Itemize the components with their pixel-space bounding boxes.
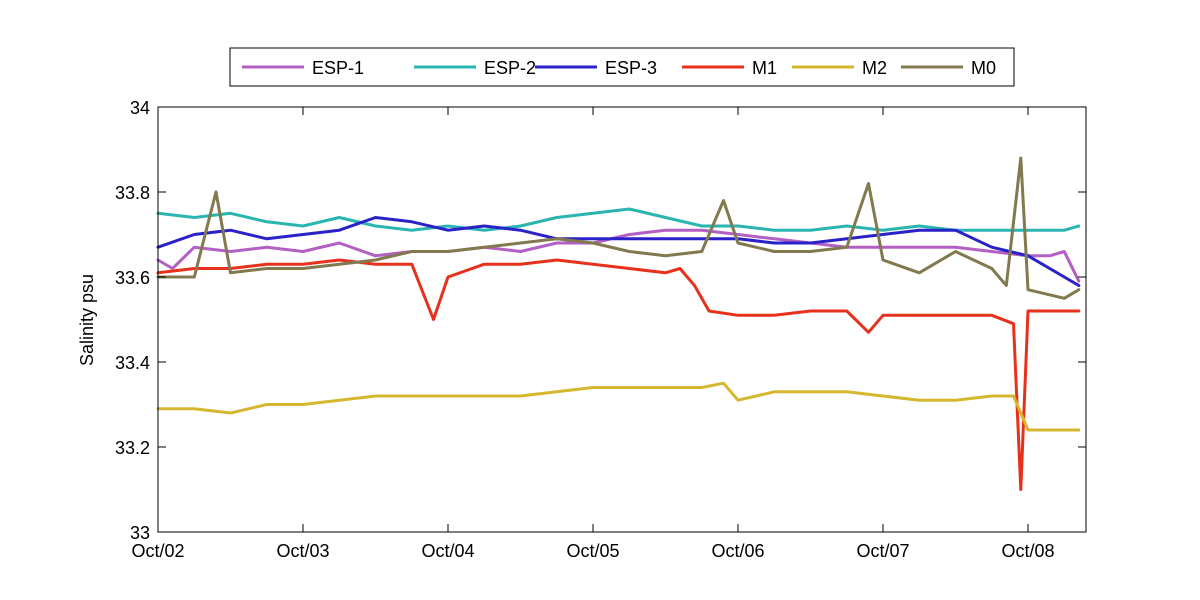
x-tick-label: Oct/07 — [856, 541, 909, 561]
legend-box — [229, 47, 1015, 87]
plot-frame — [157, 106, 1087, 533]
y-tick-label: 33 — [130, 523, 150, 543]
x-tick-label: Oct/05 — [566, 541, 619, 561]
legend-label-m1: M1 — [752, 58, 777, 78]
y-axis-label: Salinity psu — [77, 274, 97, 366]
legend-label-esp-2: ESP-2 — [484, 58, 536, 78]
y-tick-label: 33.2 — [115, 438, 150, 458]
legend-label-m0: M0 — [971, 58, 996, 78]
y-tick-label: 33.8 — [115, 183, 150, 203]
series-layer — [156, 156, 1081, 491]
legend: ESP-1 ESP-2 ESP-3 M1 M2 M0 — [229, 47, 1015, 87]
series-line-esp-1 — [156, 228, 1081, 283]
legend-label-esp-1: ESP-1 — [312, 58, 364, 78]
x-tick-label: Oct/03 — [276, 541, 329, 561]
x-tick-label: Oct/04 — [421, 541, 474, 561]
y-tick-label: 34 — [130, 98, 150, 118]
legend-label-m2: M2 — [862, 58, 887, 78]
series-line-m0 — [156, 156, 1081, 300]
y-tick-label: 33.4 — [115, 353, 150, 373]
x-tick-label: Oct/08 — [1001, 541, 1054, 561]
x-tick-label: Oct/02 — [131, 541, 184, 561]
series-line-m2 — [156, 381, 1081, 432]
tick-layer: 33 33.2 33.4 33.6 33.8 34 Oct/02 Oct/03 Oct/04 Oc… — [115, 98, 1086, 561]
legend-label-esp-3: ESP-3 — [605, 58, 657, 78]
y-tick-label: 33.6 — [115, 268, 150, 288]
x-tick-label: Oct/06 — [711, 541, 764, 561]
series-line-esp-3 — [156, 216, 1081, 287]
